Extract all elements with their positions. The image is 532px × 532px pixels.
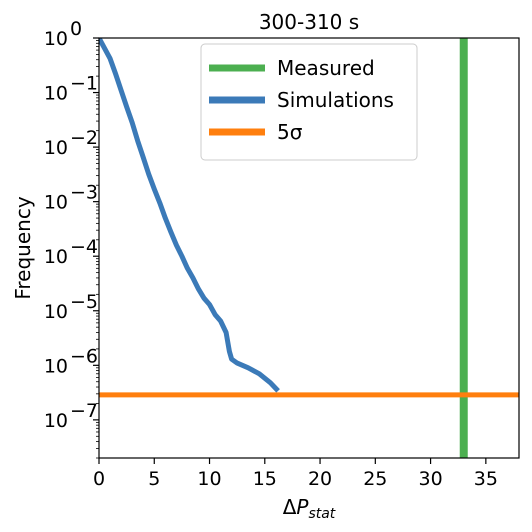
- y-tick-label: 10: [44, 246, 68, 268]
- axes: 0 5 10 15 20 25 30 3510−710−610−510−410−310−210…: [44, 18, 520, 490]
- x-tick-label: 30: [418, 468, 442, 490]
- x-tick-label: 15: [253, 468, 277, 490]
- plot-area: [99, 38, 519, 458]
- y-tick-label: 10: [44, 410, 68, 432]
- x-tick-label: 5: [148, 468, 160, 490]
- y-tick-label: 10: [44, 28, 68, 50]
- x-tick-label: 25: [363, 468, 387, 490]
- y-tick-label: 10: [44, 355, 68, 377]
- legend-label: Simulations: [277, 88, 394, 112]
- y-tick-exponent: −2: [70, 127, 98, 149]
- x-tick-label: 20: [308, 468, 332, 490]
- x-tick-label: 0: [93, 468, 105, 490]
- y-tick-exponent: −4: [70, 236, 98, 258]
- y-tick-label: 10: [44, 192, 68, 214]
- y-tick-label: 10: [44, 137, 68, 159]
- axes-frame: [98, 37, 520, 459]
- y-tick-label: 10: [44, 301, 68, 323]
- y-tick-label: 10: [44, 83, 68, 105]
- y-tick-exponent: 0: [70, 18, 82, 40]
- x-tick-label: 35: [474, 468, 498, 490]
- legend: Measured Simulations 5σ: [200, 43, 418, 161]
- y-tick-exponent: −3: [70, 182, 98, 204]
- legend-label: 5σ: [277, 120, 303, 144]
- chart-title: 300-310 s: [259, 10, 359, 34]
- y-tick-exponent: −5: [70, 291, 98, 313]
- x-axis-title: ΔPstat: [283, 495, 336, 522]
- series-simulations-line: [99, 38, 280, 393]
- y-tick-exponent: −1: [70, 73, 98, 95]
- legend-label: Measured: [277, 56, 375, 80]
- y-axis-title: Frequency: [11, 196, 35, 299]
- y-tick-exponent: −6: [70, 345, 98, 367]
- y-tick-exponent: −7: [70, 400, 98, 422]
- x-tick-label: 10: [197, 468, 221, 490]
